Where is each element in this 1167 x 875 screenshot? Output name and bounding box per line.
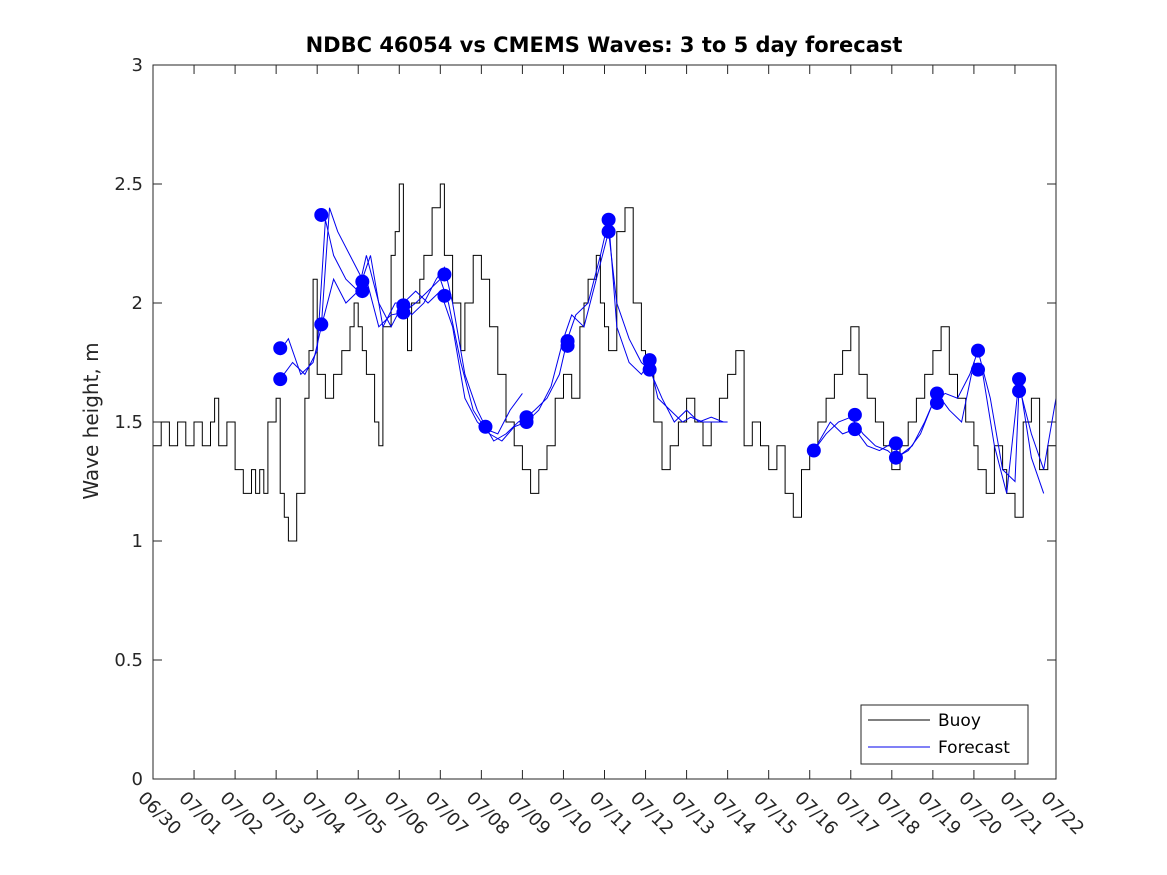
x-tick-label: 07/10: [544, 788, 596, 840]
forecast-marker-point: [314, 317, 329, 332]
forecast-marker-point: [273, 372, 288, 387]
forecast-marker-point: [847, 422, 862, 437]
forecast-marker-point: [642, 362, 657, 377]
x-tick-label: 07/22: [1036, 788, 1088, 840]
legend-label-forecast: Forecast: [938, 738, 1010, 758]
forecast-marker-point: [560, 338, 575, 353]
y-tick-label: 2: [132, 293, 143, 314]
x-tick-label: 07/08: [462, 788, 514, 840]
forecast-marker-point: [888, 450, 903, 465]
x-tick-label: 07/05: [339, 788, 391, 840]
x-tick-label: 07/02: [216, 788, 268, 840]
forecast-marker-point: [847, 407, 862, 422]
y-tick-label: 0.5: [114, 650, 143, 671]
legend: Buoy Forecast: [860, 704, 1029, 765]
forecast-marker-point: [888, 436, 903, 451]
forecast-series-line: [279, 207, 728, 442]
x-tick-label: 07/14: [708, 788, 760, 840]
forecast-marker-point: [1012, 384, 1027, 399]
plot-area-border: [152, 64, 1057, 780]
x-tick-label: 07/15: [749, 788, 801, 840]
forecast-marker-point: [355, 284, 370, 299]
forecast-series-line: [320, 231, 724, 442]
y-tick-label: 3: [132, 55, 143, 76]
x-tick-label: 07/16: [790, 788, 842, 840]
x-tick-label: 07/07: [421, 788, 473, 840]
x-tick-label: 07/19: [913, 788, 965, 840]
x-tick-label: 06/30: [133, 788, 185, 840]
forecast-marker-point: [971, 343, 986, 358]
chart-title: NDBC 46054 vs CMEMS Waves: 3 to 5 day fo…: [306, 33, 903, 57]
forecast-marker-point: [519, 415, 534, 429]
forecast-marker-point: [1012, 372, 1027, 387]
y-tick-label: 2.5: [114, 174, 143, 195]
x-tick-label: 07/18: [872, 788, 924, 840]
x-tick-label: 07/13: [667, 788, 719, 840]
x-tick-label: 07/06: [380, 788, 432, 840]
x-tick-label: 07/04: [298, 788, 350, 840]
y-axis-label: Wave height, m: [79, 342, 103, 499]
y-tick-label: 1: [132, 531, 143, 552]
y-tick-label: 1.5: [114, 412, 143, 433]
forecast-marker-point: [273, 341, 288, 356]
forecast-marker-point: [929, 395, 944, 410]
forecast-marker-point: [437, 288, 452, 303]
y-axis-ticks: 0 0.5 1 1.5 2 2.5 3: [114, 55, 1056, 790]
forecast-marker-point: [437, 267, 452, 282]
legend-label-buoy: Buoy: [938, 711, 981, 731]
forecast-marker-point: [971, 362, 986, 377]
forecast-marker-point: [478, 419, 493, 434]
x-tick-label: 07/09: [503, 788, 555, 840]
y-tick-label: 0: [132, 769, 143, 790]
x-tick-label: 07/20: [954, 788, 1006, 840]
x-tick-label: 07/17: [831, 788, 883, 840]
x-tick-label: 07/11: [585, 788, 637, 840]
forecast-markers: [273, 207, 1027, 465]
x-tick-label: 07/21: [995, 788, 1047, 840]
forecast-marker-point: [314, 207, 329, 222]
forecast-marker-point: [806, 443, 821, 458]
series-layer: [153, 183, 1057, 542]
x-tick-label: 07/03: [257, 788, 309, 840]
x-tick-label: 07/01: [175, 788, 227, 840]
legend-box: [860, 704, 1029, 765]
x-tick-label: 07/12: [626, 788, 678, 840]
forecast-marker-point: [601, 224, 616, 239]
forecast-marker-point: [396, 305, 411, 320]
forecast-marker-point: [601, 212, 616, 227]
